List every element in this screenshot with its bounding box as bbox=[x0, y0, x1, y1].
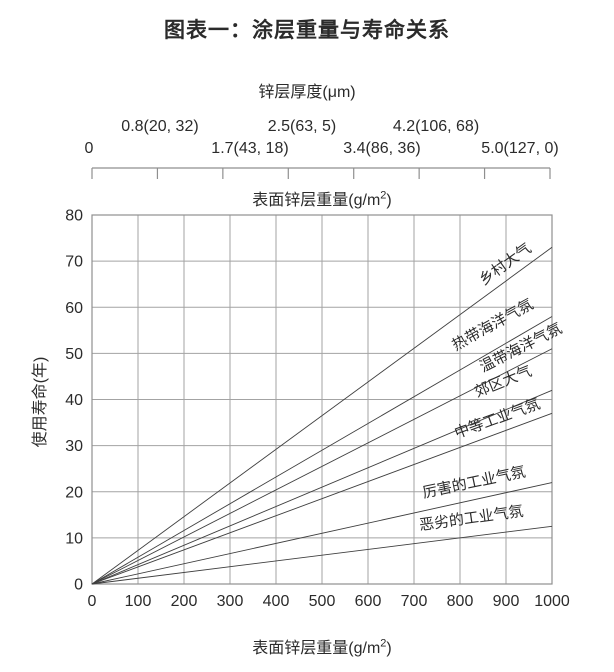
x-tick-label: 500 bbox=[309, 593, 336, 610]
weight-caption-sup: 2 bbox=[380, 189, 387, 202]
x-tick-label: 800 bbox=[447, 593, 474, 610]
y-axis-title: 使用寿命(年) bbox=[32, 356, 49, 448]
weight-caption-suf: ) bbox=[386, 192, 392, 209]
x-tick-label: 300 bbox=[217, 593, 244, 610]
y-tick-label: 80 bbox=[65, 208, 83, 225]
y-tick-label: 60 bbox=[65, 300, 83, 317]
x-axis-title: 表面锌层重量(g/m2) bbox=[92, 634, 552, 658]
y-tick-label: 0 bbox=[74, 577, 83, 594]
y-tick-label: 10 bbox=[65, 530, 83, 547]
x-tick-label: 700 bbox=[401, 593, 428, 610]
weight-caption-pre: 表面锌层重量(g/m bbox=[252, 192, 381, 209]
x-axis-title-pre: 表面锌层重量(g/m bbox=[252, 640, 381, 657]
x-tick-label: 0 bbox=[88, 593, 97, 610]
series-line-2 bbox=[91, 348, 553, 585]
series-label-4: 中等工业气氛 bbox=[452, 394, 543, 442]
y-tick-label: 30 bbox=[65, 438, 83, 455]
x-tick-label: 400 bbox=[263, 593, 290, 610]
x-tick-label: 100 bbox=[125, 593, 152, 610]
thickness-label-lower: 3.4(86, 36) bbox=[343, 140, 420, 157]
weight-scale-caption-top: 表面锌层重量(g/m2) bbox=[92, 186, 552, 210]
series-label-6: 恶劣的工业气氛 bbox=[418, 503, 524, 534]
thickness-label-lower: 1.7(43, 18) bbox=[211, 140, 288, 157]
x-tick-label: 900 bbox=[493, 593, 520, 610]
series-line-4 bbox=[91, 412, 553, 585]
series-line-1 bbox=[91, 316, 553, 585]
y-tick-label: 50 bbox=[65, 346, 83, 363]
thickness-label-upper: 4.2(106, 68) bbox=[393, 118, 479, 135]
x-axis-title-suf: ) bbox=[386, 640, 392, 657]
chart-title: 图表一：涂层重量与寿命关系 bbox=[164, 19, 450, 42]
x-axis-title-sup: 2 bbox=[380, 637, 387, 650]
series-label-5: 厉害的工业气氛 bbox=[421, 463, 527, 501]
series-line-3 bbox=[91, 389, 553, 585]
series-line-0 bbox=[91, 246, 553, 585]
thickness-label-upper: 0.8(20, 32) bbox=[121, 118, 198, 135]
thickness-label-upper: 2.5(63, 5) bbox=[268, 118, 336, 135]
series-line-5 bbox=[91, 482, 553, 585]
thickness-scale-title: 锌层厚度(μm) bbox=[258, 84, 356, 101]
x-tick-label: 200 bbox=[171, 593, 198, 610]
x-tick-label: 600 bbox=[355, 593, 382, 610]
y-tick-label: 70 bbox=[65, 254, 83, 271]
plot-frame bbox=[91, 214, 553, 585]
series-line-6 bbox=[91, 525, 553, 585]
x-tick-label: 1000 bbox=[534, 593, 570, 610]
thickness-label-lower: 0 bbox=[85, 140, 94, 157]
y-tick-label: 20 bbox=[65, 484, 83, 501]
y-tick-label: 40 bbox=[65, 392, 83, 409]
thickness-label-lower: 5.0(127, 0) bbox=[481, 140, 558, 157]
